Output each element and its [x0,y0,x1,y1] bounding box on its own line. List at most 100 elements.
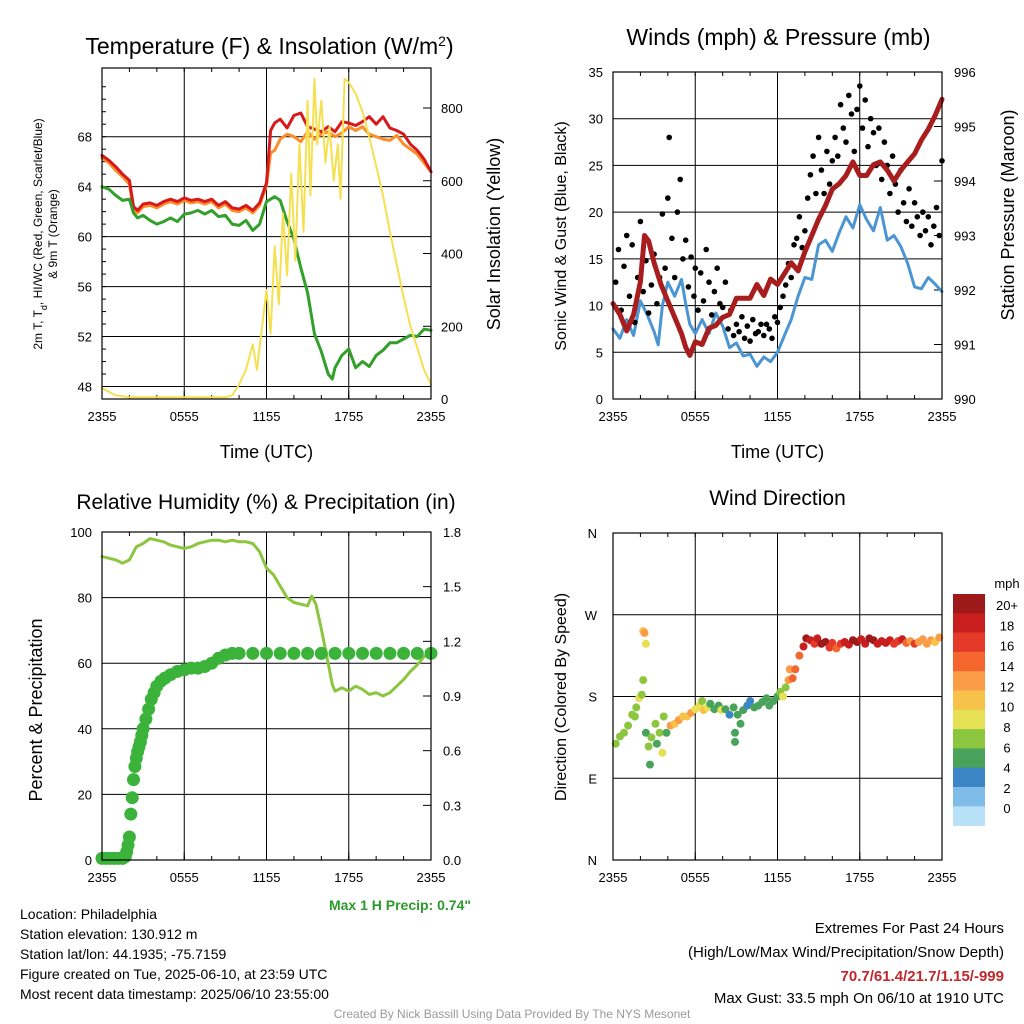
gust-point [706,279,712,286]
extremes-legend: (High/Low/Max Wind/Precipitation/Snow De… [688,944,1004,961]
x-tick-label: 2355 [928,409,957,424]
y-tick-label-right: 0.3 [443,798,461,813]
gust-point [666,134,672,141]
gust-point [851,148,858,155]
colorbar-label: 0 [1003,801,1010,816]
gust-point [761,332,767,339]
gust-point [936,232,943,239]
gust-point [804,195,811,201]
direction-point [799,642,808,651]
colorbar-label: 12 [1000,679,1014,694]
y-axis-label-left: 2m T, Td, HI/WC (Red, Green, Scarlet/Blu… [31,118,49,349]
colorbar-swatch [953,748,985,768]
y-tick-label-left: 10 [589,299,603,314]
gust-point [895,209,901,215]
precip-point [122,830,136,844]
direction-point [736,719,745,728]
y-tick-label-left: E [588,771,597,786]
y-tick-label-left: 64 [78,180,92,195]
y-axis-label-left: Direction (Colored By Speed) [553,593,570,801]
x-tick-label: 2355 [88,409,117,424]
gust-point [846,92,852,99]
precip-point [314,646,328,660]
direction-point [620,728,628,737]
gust-point [876,125,882,131]
direction-point [828,638,837,647]
gust-point [917,232,923,239]
colorbar-label: 4 [1003,761,1010,776]
gust-point [665,195,671,201]
colorbar-label: 16 [1000,639,1014,654]
colorbar-swatch [953,632,985,653]
plot-border [101,67,432,400]
y-tick-label-right: 994 [954,174,976,189]
gust-point [854,106,860,113]
x-tick-label: 1755 [845,870,874,885]
gust-point [674,209,681,215]
latlon-text: Station lat/lon: 44.1935; -75.7159 [20,946,227,962]
y-tick-label-left: 48 [78,380,92,395]
y-tick-label-right: 0.9 [443,689,461,704]
plot-border [612,71,943,400]
y-tick-label-right: 200 [441,319,463,334]
gust-point [703,246,709,253]
y-tick-label-left: S [588,690,597,705]
series-line-2 [100,185,433,381]
gust-point [815,134,822,141]
direction-point [733,710,742,719]
direction-point [785,665,794,674]
y-tick-label-left: 100 [70,525,92,540]
station-info: Location: Philadelphia Station elevation… [20,904,329,1004]
gust-point [821,190,827,197]
colorbar-label: 14 [1000,659,1014,674]
x-tick-label: 0555 [681,409,710,424]
gust-point [733,321,740,328]
gust-point [697,270,704,276]
gust-point [691,293,697,300]
y-tick-label-left: 20 [78,787,92,802]
gust-point [777,304,783,311]
gust-point [782,282,789,288]
x-tick-label: 2355 [88,870,117,885]
direction-point [821,638,830,646]
x-tick-label: 0555 [681,870,710,885]
colorbar-label: 2 [1003,781,1010,796]
y-tick-label-right: 1.5 [443,580,461,595]
colorbar-label: 20+ [996,598,1018,613]
gust-point [680,256,686,262]
y-axis-label-left-line2: & 9m T (Orange) [46,189,60,279]
gust-point [865,143,871,150]
gust-point [887,190,893,197]
gust-point [744,323,751,329]
x-tick-label: 2355 [599,409,628,424]
colorbar-swatch [953,787,985,807]
colorbar-swatch [953,671,985,691]
gust-point [671,274,678,281]
gust-point [695,307,701,314]
gust-point [645,310,652,316]
y-tick-label-right: 400 [441,247,463,262]
extremes-title: Extremes For Past 24 Hours [814,920,1004,937]
colorbar-label: 18 [1000,618,1014,633]
y-axis-label-right: Station Pressure (Maroon) [998,109,1018,320]
gust-point [906,186,912,192]
gust-point [840,125,847,131]
gust-point [889,153,896,159]
direction-point [762,694,771,703]
colorbar-swatch [953,767,985,788]
precip-point [139,712,153,726]
gust-point [612,279,619,286]
direction-point [637,690,646,699]
y-tick-label-right: 1.2 [443,634,461,649]
elevation-text: Station elevation: 130.912 m [20,926,198,942]
gust-point [747,338,753,344]
direction-point [644,742,653,751]
y-tick-label-left: 15 [589,252,603,267]
y-tick-label-right: 1.8 [443,525,461,540]
gust-point [763,321,770,328]
precip-point [246,646,260,660]
direction-point [788,674,797,683]
gust-point [911,200,918,206]
gust-point [758,321,764,328]
